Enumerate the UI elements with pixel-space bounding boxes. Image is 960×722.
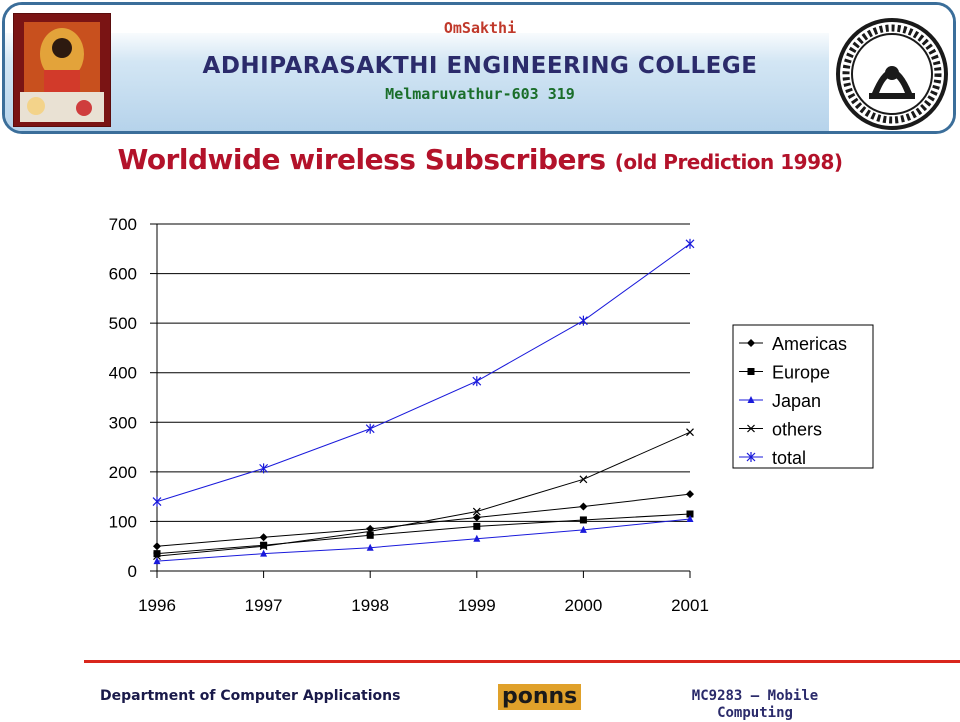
y-tick-label: 200 — [109, 463, 137, 482]
legend-label-americas: Americas — [772, 334, 847, 354]
data-point-others — [153, 552, 161, 561]
data-point-others — [579, 475, 588, 484]
legend-marker-europe — [747, 368, 755, 375]
x-tick-label: 1996 — [138, 596, 176, 615]
course-line-2: Computing — [717, 705, 793, 721]
data-point-others — [259, 542, 268, 551]
legend-label-europe: Europe — [772, 363, 830, 383]
data-point-others — [366, 527, 375, 536]
series-europe — [153, 510, 694, 558]
legend-marker-total — [746, 452, 756, 462]
y-tick-label: 500 — [109, 314, 137, 333]
chart-axes — [150, 223, 691, 578]
data-point-total — [685, 238, 695, 249]
omsakthi-text: OmSakthi — [443, 19, 517, 37]
y-tick-label: 100 — [109, 512, 137, 531]
y-tick-label: 700 — [109, 215, 137, 234]
slide-title: Worldwide wireless Subscribers (old Pred… — [0, 143, 960, 176]
data-point-total — [259, 463, 269, 474]
data-point-europe — [579, 516, 587, 524]
data-point-americas — [472, 513, 481, 522]
marker-stroke — [472, 507, 481, 516]
data-point-japan — [153, 557, 161, 565]
series-line-japan — [156, 518, 691, 562]
x-tick-label: 2001 — [671, 596, 709, 615]
college-header: OmSakthi ADHIPARASAKTHI ENGINEERING COLL… — [2, 2, 956, 134]
marker-stroke — [259, 542, 268, 551]
college-name: ADHIPARASAKTHI ENGINEERING COLLEGE — [202, 53, 758, 79]
legend-label-total: total — [772, 448, 806, 468]
y-tick-label: 400 — [109, 364, 137, 383]
data-point-others — [472, 507, 481, 516]
legend-label-japan: Japan — [772, 391, 821, 411]
department-name: Department of Computer Applications — [100, 688, 401, 704]
chart-series — [152, 238, 695, 565]
college-location: Melmaruvathur-603 319 — [385, 85, 575, 103]
data-point-europe — [260, 541, 268, 549]
course-name: MC9283 – Mobile Computing — [670, 688, 840, 722]
data-point-americas — [259, 533, 268, 542]
marker-stroke — [747, 424, 755, 433]
footer-divider — [84, 660, 960, 663]
data-point-americas — [153, 542, 161, 551]
course-line-1: MC9283 – Mobile — [691, 688, 819, 704]
data-point-total — [365, 423, 375, 434]
data-point-americas — [686, 490, 694, 499]
marker-stroke — [579, 475, 588, 484]
x-tick-label: 1999 — [458, 596, 496, 615]
chart-legend: Americas Europe Japan others total — [732, 324, 874, 469]
legend-marker-americas — [747, 339, 755, 347]
data-point-europe — [473, 522, 481, 530]
marker-stroke — [686, 428, 694, 437]
ponns-logo: ponns — [498, 684, 582, 710]
x-tick-label: 1998 — [351, 596, 389, 615]
data-point-europe — [153, 550, 161, 558]
data-point-others — [686, 428, 694, 437]
series-line-europe — [156, 513, 691, 555]
data-point-japan — [579, 525, 587, 533]
series-americas — [153, 490, 694, 551]
y-axis-tick-labels: 0 100 200 300 400 500 600 700 — [109, 215, 137, 581]
data-point-europe — [686, 510, 694, 518]
series-line-others — [156, 431, 691, 557]
y-tick-label: 300 — [109, 413, 137, 432]
series-others — [153, 428, 694, 561]
x-tick-label: 2000 — [564, 596, 602, 615]
emblem-seal-icon — [836, 18, 948, 130]
data-point-japan — [473, 534, 481, 542]
series-line-total — [156, 243, 691, 503]
x-axis-tick-labels: 1996 1997 1998 1999 2000 2001 — [138, 596, 709, 615]
x-tick-label: 1997 — [245, 596, 283, 615]
y-tick-label: 600 — [109, 265, 137, 284]
legend-box — [732, 324, 874, 469]
data-point-total — [578, 315, 588, 326]
series-total — [152, 238, 695, 507]
slide-title-main: Worldwide wireless Subscribers — [117, 143, 606, 176]
marker-stroke — [153, 552, 161, 561]
data-point-japan — [260, 549, 268, 557]
data-point-americas — [579, 502, 588, 511]
y-tick-label: 0 — [128, 562, 137, 581]
data-point-europe — [366, 531, 374, 539]
data-point-japan — [686, 514, 694, 522]
header-top-strip — [5, 5, 953, 33]
marker-stroke — [366, 527, 375, 536]
legend-marker-others — [747, 424, 755, 433]
slide-title-sub: (old Prediction 1998) — [614, 150, 843, 174]
legend-label-others: others — [772, 420, 822, 440]
subscribers-line-chart: 0 100 200 300 400 500 600 700 1996 1997 1998 1999 2… — [109, 215, 874, 615]
deity-picture-icon — [14, 14, 110, 126]
legend-marker-japan — [747, 396, 755, 403]
deity-image — [13, 13, 111, 127]
data-point-japan — [366, 543, 374, 551]
data-point-total — [472, 376, 482, 387]
data-point-total — [152, 496, 162, 507]
college-emblem — [829, 15, 953, 131]
series-line-americas — [156, 493, 691, 547]
series-japan — [153, 514, 694, 565]
